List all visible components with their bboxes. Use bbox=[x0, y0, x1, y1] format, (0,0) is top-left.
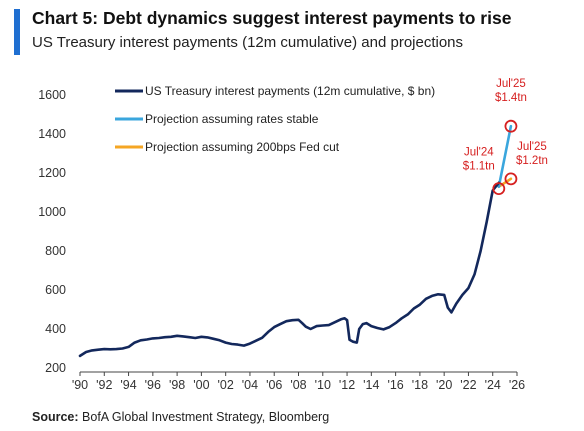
x-tick-label: '94 bbox=[120, 378, 136, 392]
y-tick-label: 200 bbox=[45, 361, 66, 375]
x-tick-label: '12 bbox=[339, 378, 355, 392]
x-tick-label: '26 bbox=[509, 378, 525, 392]
y-tick-label: 1000 bbox=[38, 205, 66, 219]
annotation-value-0: $1.1tn bbox=[463, 161, 495, 173]
annotation-value-1: $1.4tn bbox=[495, 92, 527, 104]
legend-label-1: Projection assuming rates stable bbox=[145, 112, 319, 126]
legend-label-0: US Treasury interest payments (12m cumul… bbox=[145, 84, 435, 98]
y-axis: 200 400 600 800 1000 1200 1400 1600 bbox=[38, 88, 66, 375]
series-line-0 bbox=[78, 181, 501, 358]
y-tick-label: 1400 bbox=[38, 127, 66, 141]
annotation-circle-2 bbox=[504, 172, 518, 186]
x-tick-label: '00 bbox=[193, 378, 209, 392]
x-tick-label: '08 bbox=[290, 378, 306, 392]
y-tick-label: 1600 bbox=[38, 88, 66, 102]
y-tick-label: 800 bbox=[45, 244, 66, 258]
legend: US Treasury interest payments (12m cumul… bbox=[115, 84, 435, 154]
chart-title: Chart 5: Debt dynamics suggest interest … bbox=[32, 8, 512, 28]
x-tick-label: '04 bbox=[242, 378, 258, 392]
x-tick-label: '96 bbox=[145, 378, 161, 392]
x-tick-label: '06 bbox=[266, 378, 282, 392]
series-lines bbox=[78, 124, 513, 358]
annotations: Jul'24 $1.1tn Jul'25 $1.4tn Jul'25 $1.2tn bbox=[463, 78, 548, 196]
source-text: BofA Global Investment Strategy, Bloombe… bbox=[82, 410, 330, 424]
x-tick-label: '02 bbox=[218, 378, 234, 392]
annotation-label-0: Jul'24 bbox=[464, 147, 494, 159]
x-tick-label: '18 bbox=[412, 378, 428, 392]
annotation-value-2: $1.2tn bbox=[516, 155, 548, 167]
x-tick-label: '24 bbox=[485, 378, 501, 392]
x-tick-label: '16 bbox=[387, 378, 403, 392]
x-tick-label: '14 bbox=[363, 378, 379, 392]
x-tick-label: '22 bbox=[460, 378, 476, 392]
x-tick-label: '10 bbox=[315, 378, 331, 392]
x-tick-label: '90 bbox=[72, 378, 88, 392]
series-line-1 bbox=[497, 124, 513, 188]
y-tick-label: 400 bbox=[45, 322, 66, 336]
y-tick-label: 1200 bbox=[38, 166, 66, 180]
legend-label-2: Projection assuming 200bps Fed cut bbox=[145, 140, 340, 154]
annotation-circle-1 bbox=[504, 119, 518, 133]
x-tick-label: '92 bbox=[96, 378, 112, 392]
annotation-label-2: Jul'25 bbox=[517, 141, 547, 153]
x-tick-label: '98 bbox=[169, 378, 185, 392]
source-note: Source: BofA Global Investment Strategy,… bbox=[32, 410, 329, 424]
annotation-label-1: Jul'25 bbox=[496, 78, 526, 90]
source-label: Source: bbox=[32, 410, 79, 424]
y-tick-label: 600 bbox=[45, 283, 66, 297]
annotation-circle-0 bbox=[492, 182, 506, 196]
chart-subtitle: US Treasury interest payments (12m cumul… bbox=[32, 34, 464, 51]
x-tick-label: '20 bbox=[436, 378, 452, 392]
series-line-2 bbox=[497, 177, 513, 188]
x-axis: '90 '92 '94 '96 '98 '00 '02 '04 '06 '08 '10 '12 '14 '… bbox=[72, 371, 525, 392]
title-accent-bar bbox=[14, 9, 20, 55]
